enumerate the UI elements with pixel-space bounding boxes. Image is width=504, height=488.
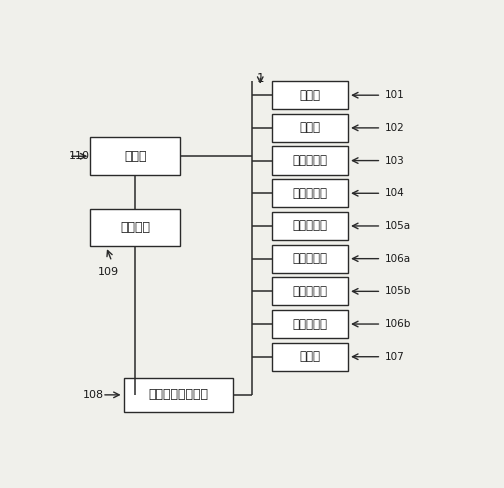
Text: 110: 110 xyxy=(69,151,90,161)
Text: 操作部: 操作部 xyxy=(299,89,321,102)
Text: 105b: 105b xyxy=(385,286,412,296)
Bar xyxy=(272,244,348,273)
Text: 課金部: 課金部 xyxy=(299,350,321,363)
Text: 101: 101 xyxy=(385,90,405,100)
Text: 第２印刷部: 第２印刷部 xyxy=(292,318,328,330)
Text: 1: 1 xyxy=(257,72,264,85)
Text: 106b: 106b xyxy=(385,319,412,329)
Text: 第２給紙部: 第２給紙部 xyxy=(292,285,328,298)
Text: 109: 109 xyxy=(97,267,118,277)
Text: 107: 107 xyxy=(385,352,405,362)
Text: 第１給紙部: 第１給紙部 xyxy=(292,220,328,232)
Text: 104: 104 xyxy=(385,188,405,198)
Text: 103: 103 xyxy=(385,156,405,165)
Bar xyxy=(272,343,348,371)
Bar xyxy=(272,310,348,338)
Text: 画像取得部: 画像取得部 xyxy=(292,154,328,167)
Bar xyxy=(272,179,348,207)
Text: 102: 102 xyxy=(385,123,405,133)
Text: 表示部: 表示部 xyxy=(299,122,321,134)
Text: 第１印刷部: 第１印刷部 xyxy=(292,252,328,265)
Bar xyxy=(272,114,348,142)
Text: 画像処理部: 画像処理部 xyxy=(292,187,328,200)
Bar xyxy=(272,212,348,240)
Bar xyxy=(123,378,233,412)
Bar xyxy=(272,277,348,305)
Bar xyxy=(90,138,180,175)
Text: 制御部: 制御部 xyxy=(124,150,147,163)
Bar xyxy=(90,209,180,246)
Bar xyxy=(272,146,348,175)
Text: 105a: 105a xyxy=(385,221,411,231)
Text: インターフェース: インターフェース xyxy=(148,388,208,401)
Bar xyxy=(272,81,348,109)
Text: 108: 108 xyxy=(83,390,104,400)
Text: メモリー: メモリー xyxy=(120,221,150,234)
Text: 106a: 106a xyxy=(385,254,411,264)
